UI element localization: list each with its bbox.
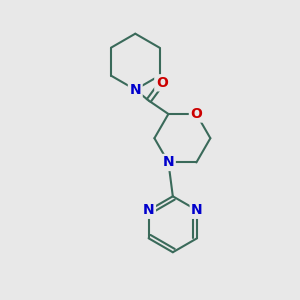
Text: N: N (163, 155, 174, 170)
Text: N: N (130, 82, 141, 97)
Text: O: O (190, 107, 202, 121)
Text: O: O (156, 76, 168, 90)
Text: N: N (143, 203, 154, 217)
Text: N: N (191, 203, 203, 217)
